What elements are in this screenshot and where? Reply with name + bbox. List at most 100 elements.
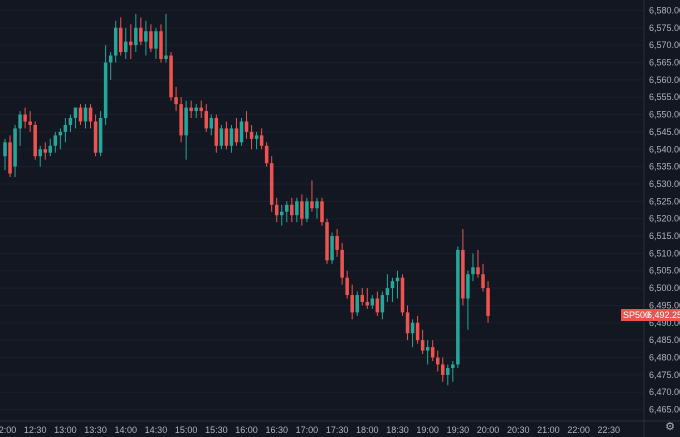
candle-body [209, 118, 214, 129]
candle [219, 124, 224, 150]
time-tick-label: 16:00 [235, 425, 258, 435]
candle [320, 197, 324, 226]
symbol-label: SP500 [623, 310, 650, 320]
price-tick-label: 6,490.000 [649, 318, 680, 328]
candle [420, 329, 425, 355]
candle-body [340, 249, 344, 278]
candle-body [118, 27, 123, 53]
candle-body [234, 128, 239, 143]
candle-body [365, 301, 370, 306]
candle-body [8, 142, 12, 174]
candle [476, 249, 480, 278]
candle-body [154, 31, 158, 49]
candle [365, 288, 370, 309]
candle [315, 197, 319, 219]
candle [360, 288, 365, 306]
candle-body [164, 55, 168, 60]
time-tick-label: 14:00 [114, 425, 137, 435]
price-tick-label: 6,500.000 [649, 283, 680, 293]
candle [93, 114, 98, 157]
candle-body [466, 274, 470, 299]
candle-body [179, 104, 183, 136]
price-tick-label: 6,520.000 [649, 214, 680, 224]
time-tick-label: 19:00 [416, 425, 439, 435]
candle [113, 20, 118, 63]
candle-body [23, 114, 27, 122]
candle-body [481, 274, 485, 289]
price-tick-label: 6,465.000 [649, 405, 680, 415]
candle-body [456, 249, 460, 365]
candle [345, 270, 349, 299]
candle-body [48, 145, 53, 153]
time-tick-label: 19:30 [447, 425, 470, 435]
candle-body [446, 367, 450, 375]
price-tick-label: 6,580.000 [649, 5, 680, 15]
candle-body [254, 135, 259, 139]
candle-body [345, 277, 349, 296]
candle [456, 246, 460, 368]
candle [380, 291, 385, 320]
candle-body [129, 41, 133, 46]
candle [23, 107, 27, 129]
candle [425, 340, 430, 365]
candle [48, 138, 53, 157]
candle [58, 128, 63, 150]
candle [134, 13, 138, 53]
candle-body [18, 114, 22, 129]
price-tick-label: 6,570.000 [649, 40, 680, 50]
candle [13, 124, 17, 178]
candle-body [310, 201, 314, 209]
time-axis[interactable]: 12:00 12:30 13:00 13:30 14:00 14:30 15:00 15:30… [0, 420, 680, 435]
candle-body [461, 249, 465, 299]
candle-body [249, 131, 254, 139]
candle [395, 270, 400, 299]
candle-body [274, 204, 279, 216]
time-tick-label: 22:30 [598, 425, 621, 435]
candle-body [385, 288, 390, 296]
price-tick-label: 6,485.000 [649, 335, 680, 345]
candle [108, 52, 113, 80]
candle [33, 121, 37, 160]
price-axis[interactable]: 6,465.000 6,470.000 6,475.000 6,480.000 6,48… [643, 0, 680, 437]
candle [415, 315, 420, 344]
candle-body [53, 135, 58, 146]
candle [385, 274, 390, 302]
time-tick-label: 20:00 [477, 425, 500, 435]
candle [229, 124, 234, 153]
candle-body [360, 295, 365, 302]
time-tick-label: 13:30 [84, 425, 107, 435]
candle [295, 197, 299, 223]
candle [285, 201, 289, 223]
candle [435, 350, 440, 372]
candle-body [194, 107, 198, 112]
candle [300, 194, 304, 226]
candle [149, 24, 153, 53]
candle [350, 284, 354, 320]
candle-body [184, 107, 188, 136]
candle [410, 319, 415, 348]
candle [224, 121, 229, 150]
time-tick-label: 21:00 [537, 425, 560, 435]
candle [330, 232, 334, 264]
candle-body [38, 149, 42, 157]
gear-icon[interactable]: ⚙ [665, 421, 675, 433]
candle-body [189, 107, 193, 112]
candle-body [279, 211, 284, 216]
candle-body [320, 201, 324, 223]
candle-body [420, 340, 425, 351]
price-tick-label: 6,495.000 [649, 300, 680, 310]
candle-body [305, 201, 309, 219]
candle-body [330, 236, 334, 261]
candle [43, 142, 48, 160]
candle-body [325, 222, 329, 261]
last-price-tag-bg [621, 309, 680, 321]
candle [375, 291, 380, 316]
candle-body [370, 298, 375, 306]
candle [274, 197, 279, 223]
candle-body [124, 41, 128, 53]
candle [290, 197, 294, 223]
candle [169, 52, 173, 101]
candle [239, 118, 244, 146]
